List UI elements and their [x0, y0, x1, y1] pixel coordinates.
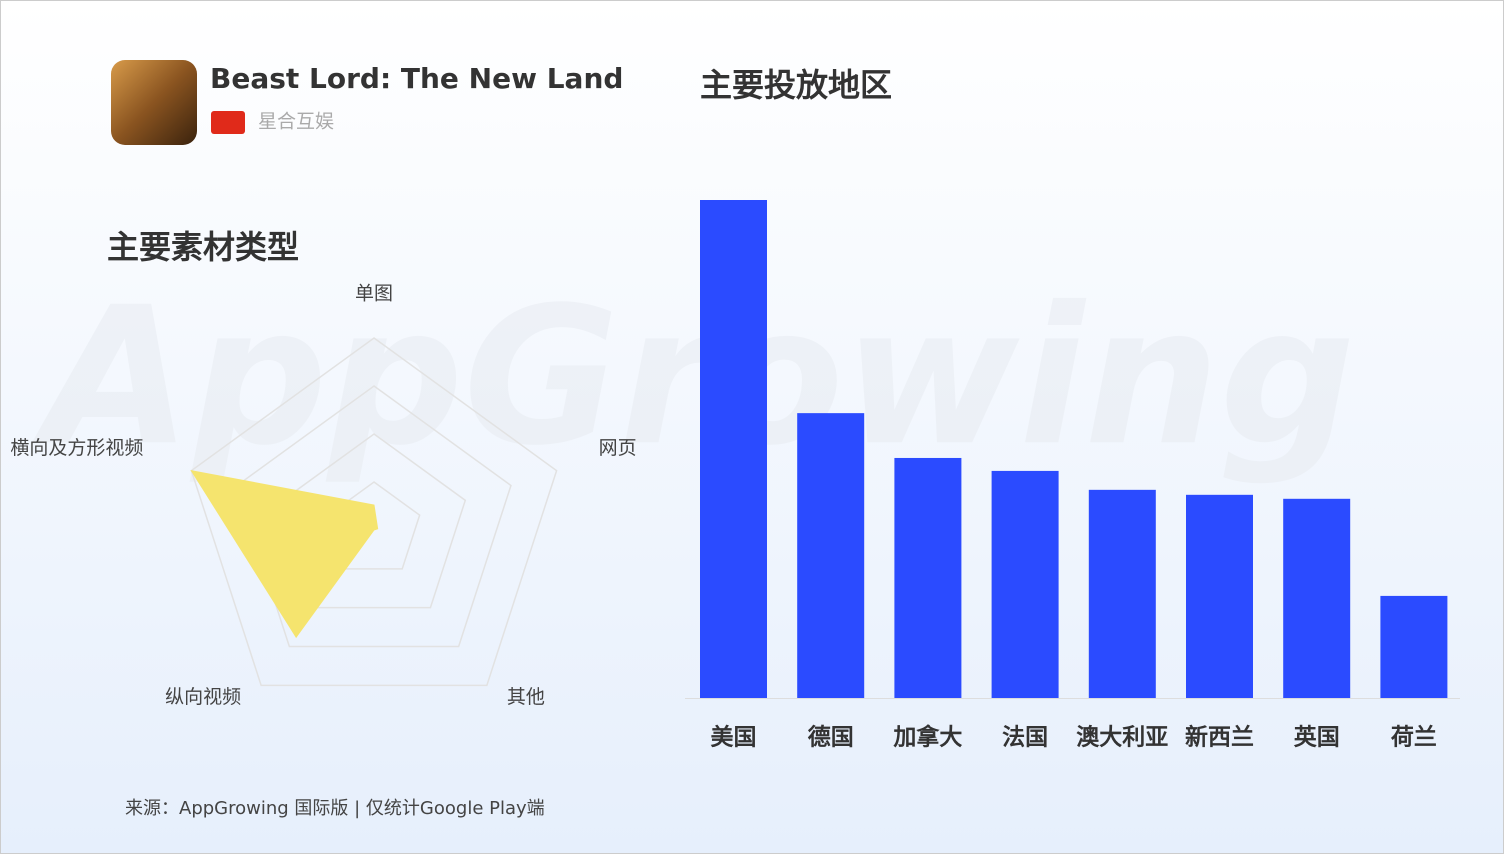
- radar-label: 单图: [355, 283, 393, 305]
- x-tick-label: 澳大利亚: [1076, 725, 1168, 751]
- x-tick-label: 加拿大: [892, 724, 962, 751]
- x-tick-label: 德国: [808, 724, 854, 751]
- flag: [211, 111, 245, 134]
- publisher: 星合互娱: [258, 111, 334, 133]
- bar: [1186, 494, 1253, 698]
- x-tick-label: 荷兰: [1391, 724, 1437, 751]
- x-tick-label: 英国: [1294, 724, 1340, 751]
- radar-label: 横向及方形视频: [10, 437, 143, 459]
- x-tick-label: 法国: [1002, 725, 1048, 751]
- bar: [894, 457, 962, 698]
- radar-ring: [190, 337, 558, 687]
- app-name: Beast Lord: The New Land: [210, 62, 623, 95]
- radar-label: 网页: [599, 437, 637, 459]
- bar: [700, 200, 767, 698]
- bar: [1283, 498, 1351, 698]
- bar: [991, 470, 1059, 698]
- radar-area: [190, 469, 379, 639]
- radar-title: 主要素材类型: [107, 228, 299, 266]
- bar: [1380, 595, 1448, 698]
- radar-label: 其他: [507, 686, 545, 708]
- x-tick-label: 新西兰: [1185, 724, 1254, 751]
- app-icon: [111, 60, 197, 145]
- watermark: AppGrowing: [31, 266, 1355, 487]
- x-tick-label: 美国: [711, 724, 757, 751]
- bar: [797, 413, 865, 698]
- source: 来源：AppGrowing 国际版 | 仅统计Google Play端: [125, 798, 545, 819]
- radar-label: 纵向视频: [165, 686, 241, 708]
- radar-ring: [281, 433, 467, 609]
- bar-title: 主要投放地区: [700, 66, 892, 104]
- radar-ring: [236, 385, 512, 648]
- bar: [1088, 489, 1156, 698]
